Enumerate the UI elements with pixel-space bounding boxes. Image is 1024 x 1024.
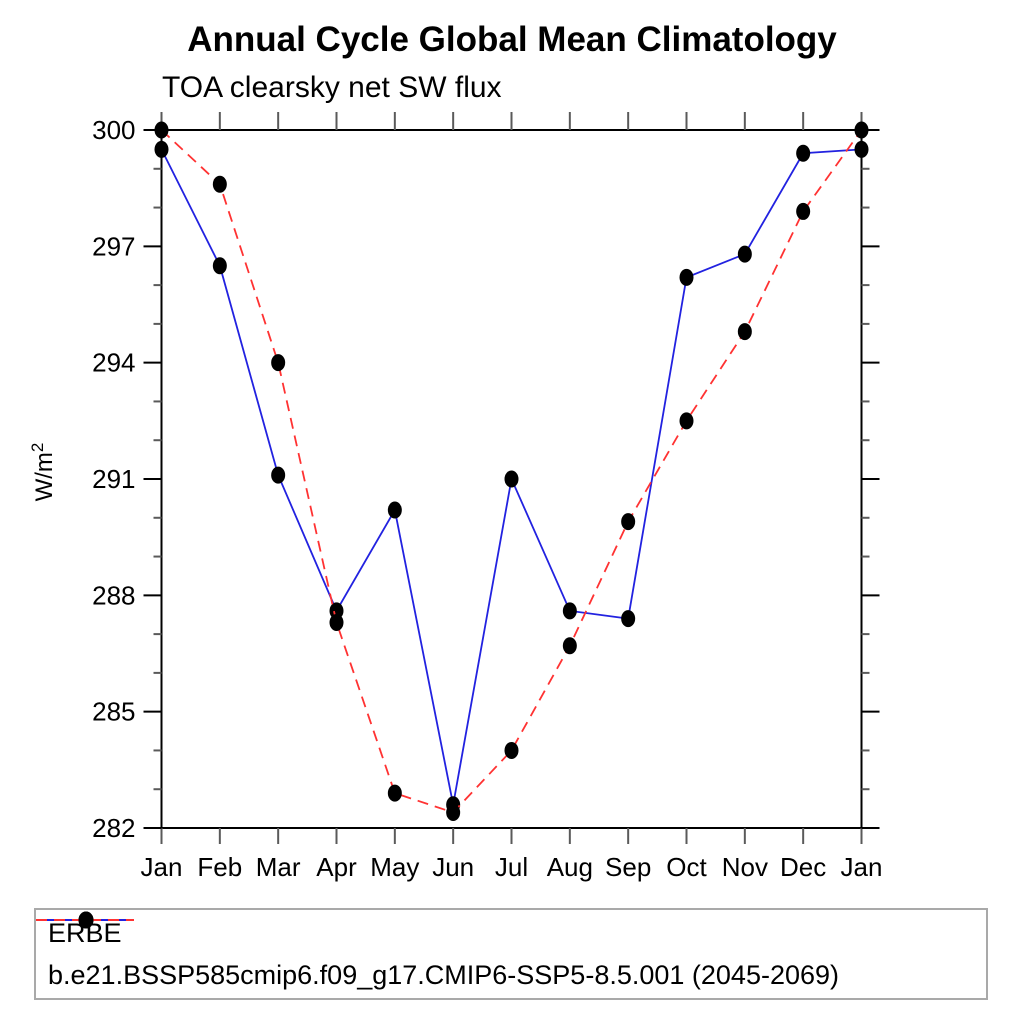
y-tick-label: 285 (92, 697, 135, 727)
x-tick-label: Oct (666, 852, 707, 882)
data-point-erbe-dec-11 (796, 144, 811, 162)
legend-label-model: b.e21.BSSP585cmip6.f09_g17.CMIP6-SSP5-8.… (48, 959, 840, 990)
x-tick-label: May (370, 852, 419, 882)
data-point-erbe-jan-0 (154, 140, 169, 158)
y-tick-label: 291 (92, 464, 135, 494)
y-tick-label: 297 (92, 231, 135, 261)
data-point-model-jun-5 (446, 803, 461, 821)
legend: ERBE b.e21.BSSP585cmip6.f09_g17.CMIP6-SS… (34, 908, 988, 1000)
data-point-erbe-oct-9 (679, 268, 694, 286)
y-tick-label: 288 (92, 580, 135, 610)
data-point-erbe-mar-2 (271, 466, 286, 484)
data-point-model-sep-8 (621, 513, 636, 531)
data-point-erbe-sep-8 (621, 610, 636, 628)
data-point-model-may-4 (387, 784, 402, 802)
data-point-erbe-feb-1 (212, 257, 227, 275)
data-point-model-feb-1 (212, 175, 227, 193)
y-tick-label: 294 (92, 348, 135, 378)
y-axis-label-base: W/m (31, 452, 58, 501)
data-point-model-jul-6 (504, 741, 519, 759)
x-tick-label: Dec (780, 852, 826, 882)
legend-line-sample-dashed (36, 911, 134, 929)
axes: Jan Feb Mar Apr May Jun Jul Aug Sep Oct Nov Dec Jan2… (92, 112, 882, 882)
y-tick-label: 282 (92, 813, 135, 843)
data-point-erbe-jan-12 (854, 140, 869, 158)
x-tick-label: Jul (495, 852, 528, 882)
data-point-model-nov-10 (737, 323, 752, 341)
chart-title: Annual Cycle Global Mean Climatology (187, 20, 837, 59)
x-tick-label: Feb (197, 852, 242, 882)
data-point-model-apr-3 (329, 613, 344, 631)
x-tick-label: Jun (432, 852, 474, 882)
legend-row-model: b.e21.BSSP585cmip6.f09_g17.CMIP6-SSP5-8.… (36, 911, 986, 996)
data-point-erbe-may-4 (387, 501, 402, 519)
series (154, 121, 869, 821)
data-point-model-oct-9 (679, 412, 694, 430)
x-tick-label: Nov (722, 852, 768, 882)
legend-row-erbe: ERBE (36, 911, 986, 954)
data-point-erbe-aug-7 (562, 602, 577, 620)
y-axis-label-superscript: 2 (28, 443, 47, 452)
y-tick-label: 300 (92, 115, 135, 145)
x-tick-label: Jan (841, 852, 883, 882)
data-point-erbe-jul-6 (504, 470, 519, 488)
data-point-model-mar-2 (271, 354, 286, 372)
y-axis-label: W/m2 (28, 443, 58, 502)
x-tick-label: Aug (547, 852, 593, 882)
chart-subtitle: TOA clearsky net SW flux (162, 71, 502, 104)
data-point-model-aug-7 (562, 637, 577, 655)
x-tick-label: Sep (605, 852, 651, 882)
x-tick-label: Mar (256, 852, 301, 882)
data-point-model-jan-0 (154, 121, 169, 139)
x-tick-label: Jan (141, 852, 183, 882)
x-tick-label: Apr (316, 852, 357, 882)
data-point-model-jan-12 (854, 121, 869, 139)
data-point-erbe-apr-3 (329, 602, 344, 620)
data-point-erbe-nov-10 (737, 245, 752, 263)
data-point-model-dec-11 (796, 202, 811, 220)
legend-marker-dot (78, 911, 94, 929)
